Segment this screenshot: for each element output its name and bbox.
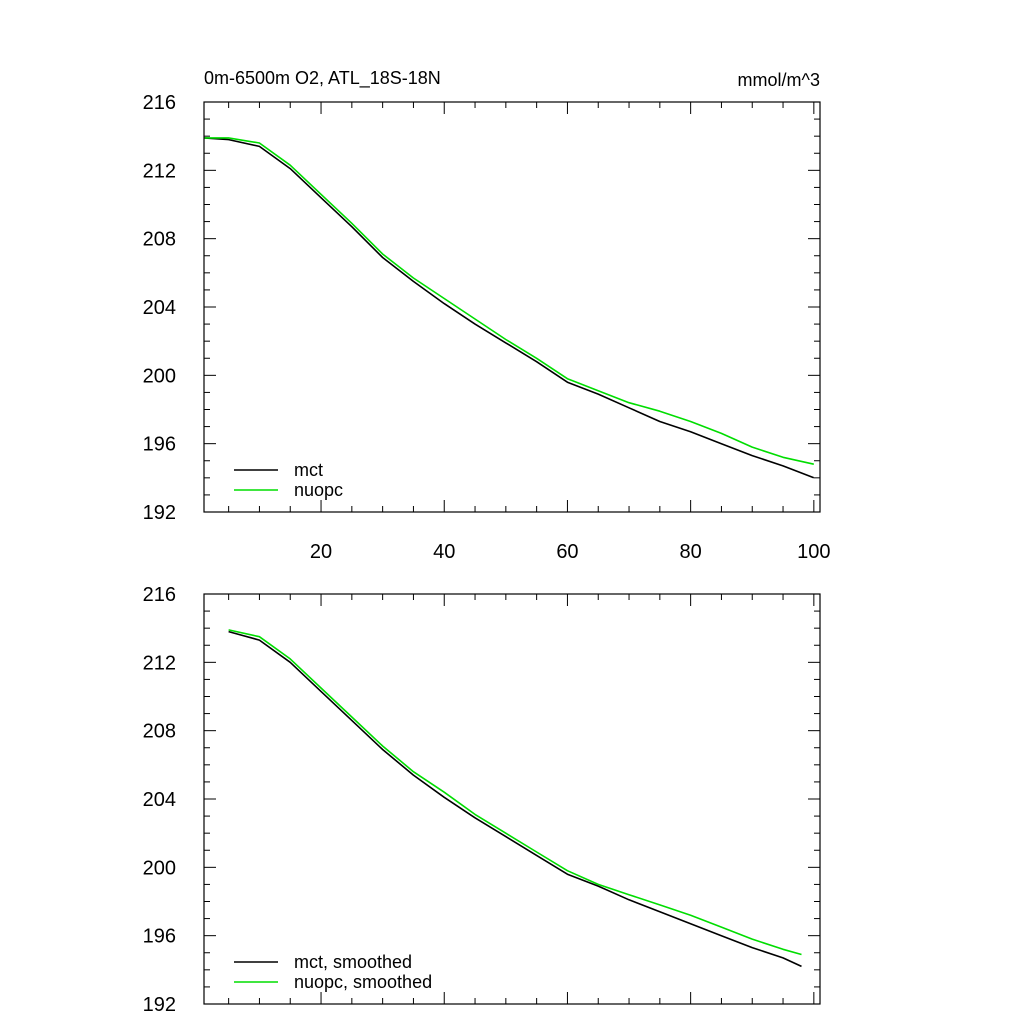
series-line xyxy=(204,137,814,465)
series-line xyxy=(228,629,802,956)
series-line xyxy=(203,137,815,479)
legend-label: mct xyxy=(294,460,323,480)
y-tick-labels: 216 212 208 204 200 196 192 xyxy=(143,584,176,1016)
x-tick-label: 40 xyxy=(433,541,455,563)
x-tick-label: 100 xyxy=(797,541,830,563)
y-tick-label: 196 xyxy=(143,434,176,456)
legend-label: nuopc, smoothed xyxy=(294,972,432,992)
legend-label: mct, smoothed xyxy=(294,952,412,972)
y-tick-label: 200 xyxy=(143,365,176,387)
units-label: mmol/m^3 xyxy=(738,70,820,90)
panel-bottom: 216 212 208 204 200 196 192 mct, smoothednuopc… xyxy=(143,584,821,1016)
y-tick-label: 192 xyxy=(143,994,176,1016)
series-lines xyxy=(228,629,802,968)
y-tick-label: 212 xyxy=(143,652,176,674)
y-tick-label: 192 xyxy=(143,502,176,524)
y-tick-label: 200 xyxy=(143,857,176,879)
y-tick-label: 216 xyxy=(143,584,176,606)
y-tick-label: 204 xyxy=(143,789,176,811)
axis-ticks xyxy=(204,593,820,1005)
series-lines xyxy=(203,137,815,479)
plot-frame xyxy=(203,101,821,513)
y-tick-label: 212 xyxy=(143,160,176,182)
axis-ticks xyxy=(204,101,820,513)
y-tick-label: 208 xyxy=(143,229,176,251)
x-tick-label: 20 xyxy=(310,541,332,563)
y-tick-label: 216 xyxy=(143,92,176,114)
x-tick-labels: 20 40 60 80 100 xyxy=(310,541,831,563)
chart-title: 0m-6500m O2, ATL_18S-18N xyxy=(204,68,441,89)
y-tick-label: 208 xyxy=(143,721,176,743)
x-tick-label: 60 xyxy=(556,541,578,563)
y-tick-labels: 216 212 208 204 200 196 192 xyxy=(143,92,176,524)
legend-label: nuopc xyxy=(294,480,343,500)
panel-top: 0m-6500m O2, ATL_18S-18N mmol/m^3 216 212… xyxy=(143,68,831,563)
y-tick-label: 196 xyxy=(143,926,176,948)
y-tick-label: 204 xyxy=(143,297,176,319)
plot-frame xyxy=(203,593,821,1005)
series-line xyxy=(228,630,802,968)
x-tick-label: 80 xyxy=(680,541,702,563)
